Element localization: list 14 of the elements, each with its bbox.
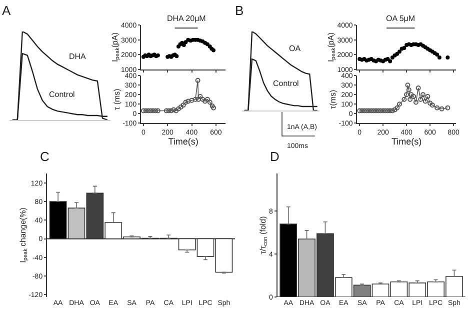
chart-title: C xyxy=(40,149,50,164)
x-axis-title: Time(s) xyxy=(168,136,198,146)
annotation: OA xyxy=(289,44,302,53)
y-axis-title: τ(ms) xyxy=(328,89,338,109)
chart-title: B xyxy=(235,3,244,18)
chart-title: D xyxy=(270,149,280,164)
text: OA 5μM xyxy=(386,14,416,23)
y-axis-title: τ (ms) xyxy=(112,88,122,110)
annotation: DHA xyxy=(69,52,87,61)
chart-title: A xyxy=(2,3,11,18)
annotation: Control xyxy=(49,90,76,99)
text: DHA 20μM xyxy=(167,14,206,23)
x-axis-title: Time(s) xyxy=(391,136,422,146)
annotation: Control xyxy=(273,79,300,88)
